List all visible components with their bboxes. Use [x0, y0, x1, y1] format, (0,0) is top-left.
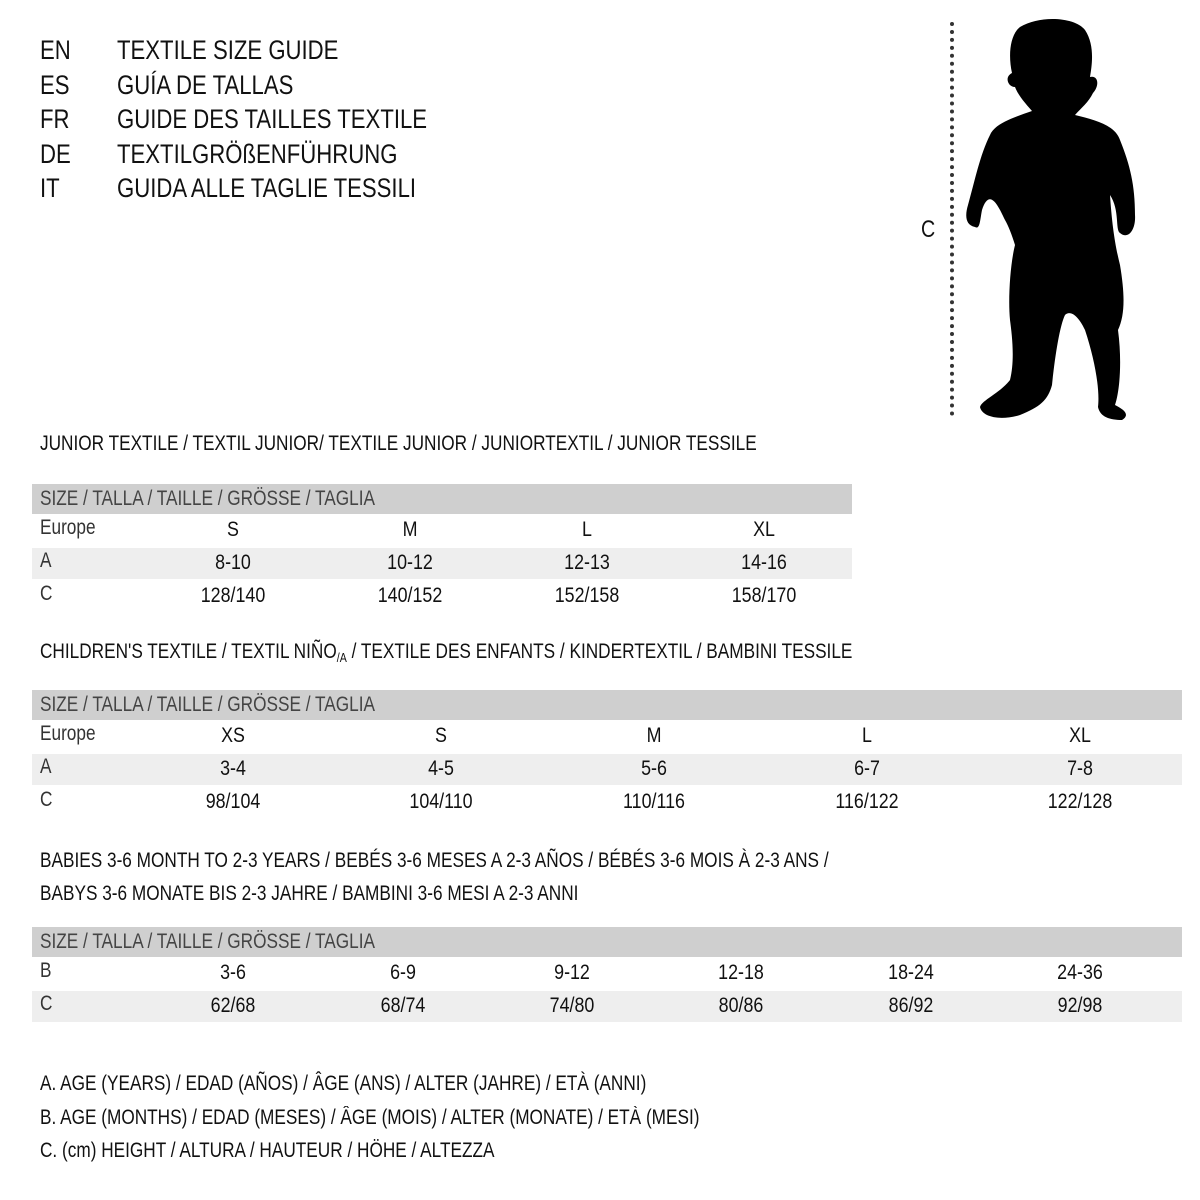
- table-cell: M: [646, 724, 662, 747]
- table-cell: 62/68: [210, 994, 256, 1017]
- table-header-bar: SIZE / TALLA / TAILLE / GRÖSSE / TAGLIA: [32, 927, 1182, 957]
- language-code: DE: [40, 138, 71, 169]
- babies-section-title-line1: BABIES 3-6 MONTH TO 2-3 YEARS / BEBÉS 3-…: [40, 849, 829, 872]
- table-cell: 110/116: [623, 790, 685, 813]
- table-cell: XS: [221, 724, 245, 747]
- row-shading: [32, 991, 1182, 1022]
- table-cell: 104/110: [409, 790, 473, 813]
- table-cell: M: [402, 518, 418, 541]
- children-title-subscript: /A: [336, 650, 347, 665]
- table-cell: 7-8: [1067, 757, 1093, 780]
- row-label: A: [40, 549, 52, 572]
- table-cell: 14-16: [741, 551, 787, 574]
- table-header-label: SIZE / TALLA / TAILLE / GRÖSSE / TAGLIA: [40, 693, 375, 716]
- table-cell: 10-12: [387, 551, 433, 574]
- table-header-bar: SIZE / TALLA / TAILLE / GRÖSSE / TAGLIA: [32, 690, 1182, 720]
- language-code: EN: [40, 35, 71, 65]
- table-cell: 116/122: [835, 790, 899, 813]
- babies-section-title-line2: BABYS 3-6 MONATE BIS 2-3 JAHRE / BAMBINI…: [40, 882, 579, 905]
- children-title-part: / TEXTILE DES ENFANTS / KINDERTEXTIL / B…: [346, 640, 853, 663]
- row-label: Europe: [40, 722, 96, 745]
- table-cell: 140/152: [377, 584, 443, 607]
- row-label: A: [40, 755, 52, 778]
- table-cell: L: [582, 518, 592, 541]
- table-cell: 12-18: [718, 961, 764, 984]
- table-cell: 74/80: [549, 994, 595, 1017]
- legend-item: B. AGE (MONTHS) / EDAD (MESES) / ÂGE (MO…: [40, 1105, 700, 1129]
- junior-section-title: JUNIOR TEXTILE / TEXTIL JUNIOR/ TEXTILE …: [40, 432, 757, 455]
- table-cell: 3-4: [220, 757, 246, 780]
- table-cell: 3-6: [220, 961, 246, 984]
- row-shading: [32, 754, 1182, 785]
- table-cell: 9-12: [554, 961, 590, 984]
- language-code: FR: [40, 104, 70, 134]
- table-cell: 86/92: [888, 994, 934, 1017]
- table-cell: S: [227, 518, 239, 541]
- row-label: C: [40, 788, 53, 811]
- table-cell: 158/170: [731, 584, 797, 607]
- table-cell: 152/158: [554, 584, 620, 607]
- row-label: Europe: [40, 516, 96, 539]
- children-title-part: CHILDREN'S TEXTILE / TEXTIL NIÑO: [40, 640, 337, 663]
- height-label: C: [921, 216, 936, 243]
- children-section-title: CHILDREN'S TEXTILE / TEXTIL NIÑO/A / TEX…: [40, 640, 852, 665]
- table-cell: S: [435, 724, 447, 747]
- table-cell: 92/98: [1057, 994, 1103, 1017]
- table-cell: 18-24: [888, 961, 934, 984]
- table-cell: 128/140: [200, 584, 266, 607]
- table-cell: 6-9: [390, 961, 416, 984]
- row-label: B: [40, 959, 52, 982]
- table-cell: 122/128: [1047, 790, 1113, 813]
- table-cell: 12-13: [564, 551, 610, 574]
- table-cell: 98/104: [205, 790, 261, 813]
- table-header-bar: SIZE / TALLA / TAILLE / GRÖSSE / TAGLIA: [32, 484, 852, 514]
- table-cell: 6-7: [854, 757, 880, 780]
- language-title: GUIDE DES TAILLES TEXTILE: [117, 104, 428, 134]
- language-title: TEXTILGRÖßENFÜHRUNG: [117, 138, 398, 169]
- language-code: ES: [40, 69, 70, 100]
- table-header-label: SIZE / TALLA / TAILLE / GRÖSSE / TAGLIA: [40, 487, 375, 510]
- row-shading: [32, 548, 852, 579]
- table-cell: 68/74: [380, 994, 426, 1017]
- language-title: GUÍA DE TALLAS: [117, 69, 294, 100]
- table-cell: 8-10: [215, 551, 251, 574]
- row-label: C: [40, 992, 53, 1015]
- table-cell: XL: [753, 518, 775, 541]
- table-cell: 80/86: [718, 994, 764, 1017]
- language-title: GUIDA ALLE TAGLIE TESSILI: [117, 173, 417, 203]
- table-cell: 5-6: [641, 757, 667, 780]
- table-cell: XL: [1069, 724, 1091, 747]
- child-silhouette-icon: [966, 19, 1136, 421]
- table-cell: 4-5: [428, 757, 454, 780]
- language-title: TEXTILE SIZE GUIDE: [117, 35, 339, 65]
- language-code: IT: [40, 173, 60, 203]
- table-cell: L: [862, 724, 872, 747]
- legend-item: C. (cm) HEIGHT / ALTURA / HAUTEUR / HÖHE…: [40, 1139, 495, 1162]
- legend-item: A. AGE (YEARS) / EDAD (AÑOS) / ÂGE (ANS)…: [40, 1072, 647, 1095]
- table-header-label: SIZE / TALLA / TAILLE / GRÖSSE / TAGLIA: [40, 930, 375, 953]
- table-cell: 24-36: [1057, 961, 1103, 984]
- height-measure-line: [950, 22, 954, 416]
- row-label: C: [40, 582, 53, 605]
